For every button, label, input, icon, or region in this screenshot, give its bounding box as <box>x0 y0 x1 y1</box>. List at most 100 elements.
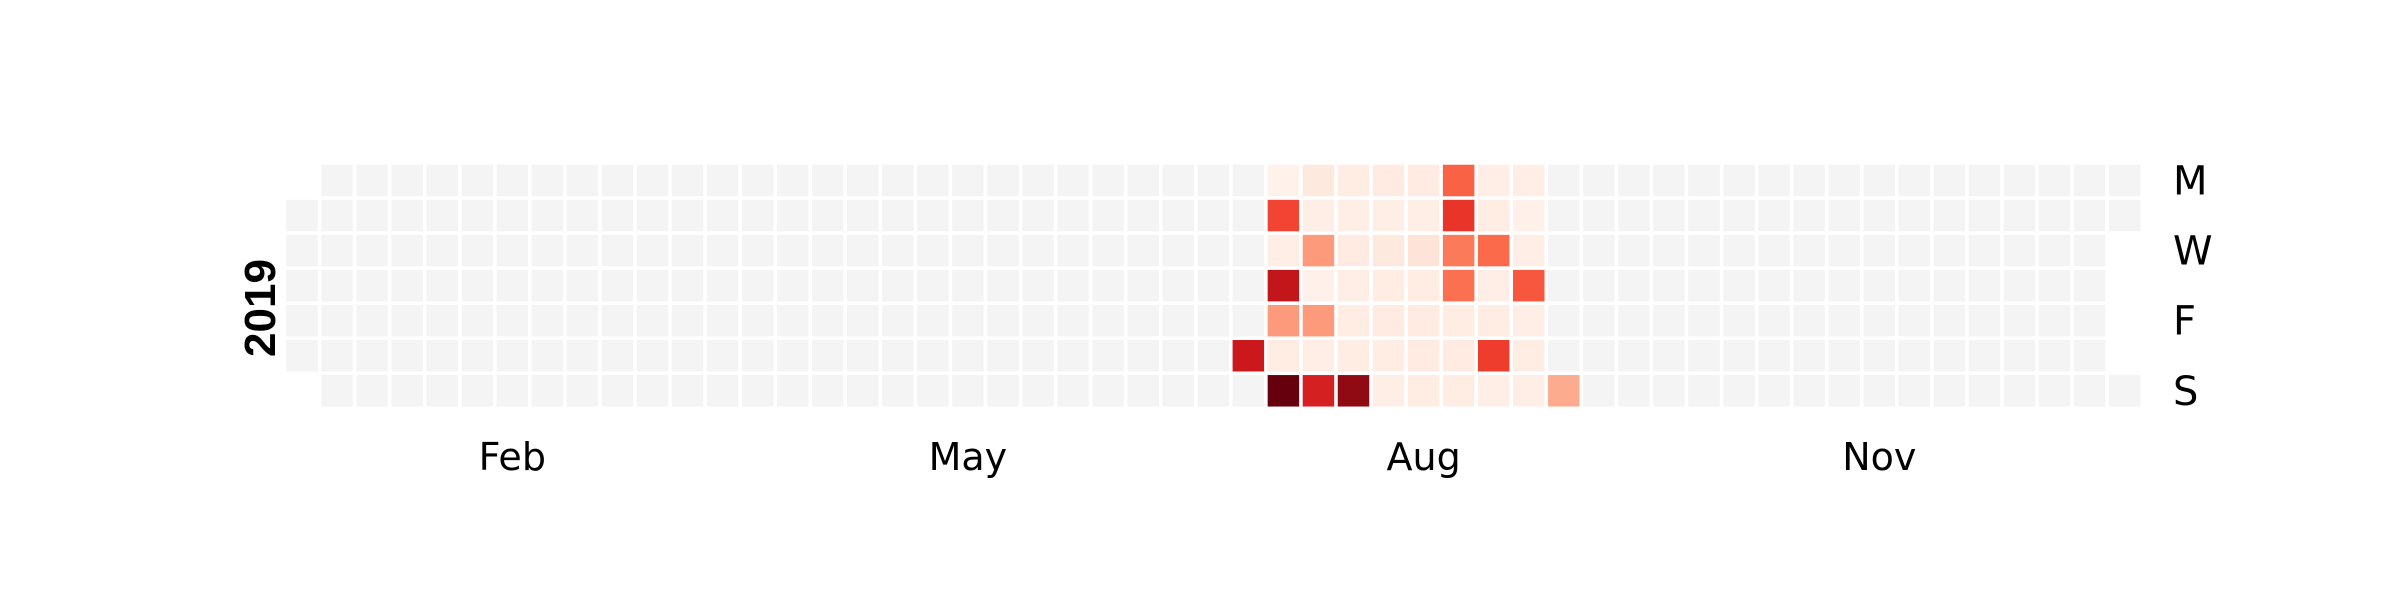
heatmap-cell-2019-10-13 <box>1723 375 1755 407</box>
month-label-aug: Aug <box>1386 435 1460 479</box>
heatmap-cell-2019-05-08 <box>917 234 949 267</box>
heatmap-cell-2019-01-29 <box>426 199 458 232</box>
heatmap-cell-2019-12-15 <box>2038 375 2071 407</box>
heatmap-cell-2019-05-11 <box>917 340 949 372</box>
heatmap-cell-2019-03-02 <box>566 340 599 372</box>
heatmap-cell-2019-03-31 <box>741 375 774 407</box>
heatmap-cell-2019-08-08 <box>1372 269 1405 302</box>
heatmap-cell-2019-12-27 <box>2073 304 2106 337</box>
heatmap-cell-2019-09-10 <box>1548 199 1580 232</box>
heatmap-cell-2019-02-20 <box>531 234 564 267</box>
heatmap-cell-2019-11-07 <box>1828 269 1860 302</box>
heatmap-cell-2019-11-03 <box>1828 375 1860 407</box>
year-label: 2019 <box>236 259 285 357</box>
heatmap-cell-2019-04-02 <box>741 199 774 232</box>
heatmap-cell-2019-08-01 <box>1337 269 1370 302</box>
heatmap-cell-2019-05-25 <box>987 340 1019 372</box>
heatmap-cell-2019-10-15 <box>1723 199 1755 232</box>
heatmap-cell-2019-02-04 <box>461 164 493 197</box>
heatmap-cell-2019-06-10 <box>1092 164 1124 197</box>
heatmap-cell-2019-08-24 <box>1442 340 1475 372</box>
heatmap-cell-2019-05-19 <box>987 375 1019 407</box>
heatmap-cell-2019-02-23 <box>531 340 564 372</box>
heatmap-cell-2019-03-27 <box>706 234 739 267</box>
heatmap-cell-2019-03-06 <box>601 234 634 267</box>
heatmap-cell-2019-07-09 <box>1232 199 1265 232</box>
heatmap-cell-2019-05-21 <box>987 199 1019 232</box>
heatmap-cell-2019-06-26 <box>1162 234 1194 267</box>
heatmap-cell-2019-02-17 <box>531 375 564 407</box>
heatmap-cell-2019-11-08 <box>1828 304 1860 337</box>
heatmap-cell-2019-04-11 <box>776 269 809 302</box>
heatmap-cell-2019-05-09 <box>917 269 949 302</box>
heatmap-cell-2019-12-08 <box>2003 375 2036 407</box>
heatmap-cell-2019-09-16 <box>1583 164 1615 197</box>
heatmap-cell-2019-12-16 <box>2038 164 2071 197</box>
heatmap-cell-2019-11-06 <box>1828 234 1860 267</box>
heatmap-cell-2019-03-29 <box>706 304 739 337</box>
heatmap-cell-2019-08-17 <box>1407 340 1440 372</box>
heatmap-cell-2019-10-29 <box>1793 199 1825 232</box>
heatmap-cell-2019-06-05 <box>1057 234 1089 267</box>
heatmap-cell-2019-01-15 <box>356 199 388 232</box>
heatmap-cell-2019-09-11 <box>1548 234 1580 267</box>
heatmap-cell-2019-03-25 <box>706 164 739 197</box>
heatmap-cell-2019-08-15 <box>1407 269 1440 302</box>
heatmap-cell-2019-09-22 <box>1618 375 1650 407</box>
heatmap-cell-2019-08-22 <box>1442 269 1475 302</box>
heatmap-cell-2019-01-26 <box>391 340 423 372</box>
heatmap-cell-2019-01-03 <box>286 269 318 302</box>
heatmap-cell-2019-07-27 <box>1302 340 1335 372</box>
heatmap-cell-2019-08-05 <box>1372 164 1405 197</box>
heatmap-cell-2019-06-30 <box>1197 375 1230 407</box>
heatmap-cell-2019-03-16 <box>636 340 669 372</box>
heatmap-cell-2019-09-25 <box>1618 234 1650 267</box>
heatmap-cell-2019-04-06 <box>741 340 774 372</box>
heatmap-cell-2019-02-03 <box>461 375 493 407</box>
heatmap-cell-2019-02-13 <box>496 234 529 267</box>
heatmap-cell-2019-02-24 <box>566 375 599 407</box>
heatmap-cell-2019-02-11 <box>496 164 529 197</box>
heatmap-cell-2019-04-08 <box>776 164 809 197</box>
heatmap-cell-2019-10-17 <box>1723 269 1755 302</box>
heatmap-cell-2019-07-18 <box>1267 269 1300 302</box>
heatmap-cell-2019-08-16 <box>1407 304 1440 337</box>
heatmap-cell-2019-05-30 <box>1022 269 1054 302</box>
heatmap-cell-2019-05-10 <box>917 304 949 337</box>
heatmap-cell-2019-01-17 <box>356 269 388 302</box>
heatmap-cell-2019-09-04 <box>1513 234 1545 267</box>
heatmap-cell-2019-09-20 <box>1583 304 1615 337</box>
heatmap-cell-2019-08-20 <box>1442 199 1475 232</box>
heatmap-cell-2019-12-11 <box>2003 234 2036 267</box>
heatmap-cell-2019-06-09 <box>1092 375 1124 407</box>
heatmap-cell-2019-09-01 <box>1513 375 1545 407</box>
heatmap-cell-2019-09-29 <box>1653 375 1685 407</box>
heatmap-cell-2019-09-14 <box>1548 340 1580 372</box>
heatmap-cell-2019-02-12 <box>496 199 529 232</box>
heatmap-cell-2019-02-27 <box>566 234 599 267</box>
heatmap-cell-2019-12-28 <box>2073 340 2106 372</box>
heatmap-cell-2019-06-03 <box>1057 164 1089 197</box>
heatmap-cell-2019-12-05 <box>1968 269 2001 302</box>
heatmap-cell-2019-12-20 <box>2038 304 2071 337</box>
heatmap-cell-2019-09-12 <box>1548 269 1580 302</box>
heatmap-cell-2019-05-01 <box>882 234 914 267</box>
heatmap-cell-2019-04-19 <box>812 304 844 337</box>
heatmap-cell-2019-07-04 <box>1197 269 1230 302</box>
heatmap-cell-2019-09-17 <box>1583 199 1615 232</box>
heatmap-cell-2019-07-03 <box>1197 234 1230 267</box>
heatmap-cell-2019-07-02 <box>1197 199 1230 232</box>
heatmap-cell-2019-08-28 <box>1477 234 1510 267</box>
heatmap-cell-2019-07-25 <box>1302 269 1335 302</box>
heatmap-cell-2019-06-21 <box>1127 304 1159 337</box>
heatmap-cell-2019-07-24 <box>1302 234 1335 267</box>
heatmap-cell-2019-01-24 <box>391 269 423 302</box>
heatmap-cell-2019-05-12 <box>952 375 984 407</box>
heatmap-cell-2019-06-11 <box>1092 199 1124 232</box>
heatmap-cell-2019-10-21 <box>1758 164 1790 197</box>
heatmap-cell-2019-07-06 <box>1197 340 1230 372</box>
heatmap-cell-2019-01-30 <box>426 234 458 267</box>
heatmap-cell-2019-01-01 <box>286 199 318 232</box>
heatmap-cell-2019-02-19 <box>531 199 564 232</box>
heatmap-cell-2019-12-17 <box>2038 199 2071 232</box>
